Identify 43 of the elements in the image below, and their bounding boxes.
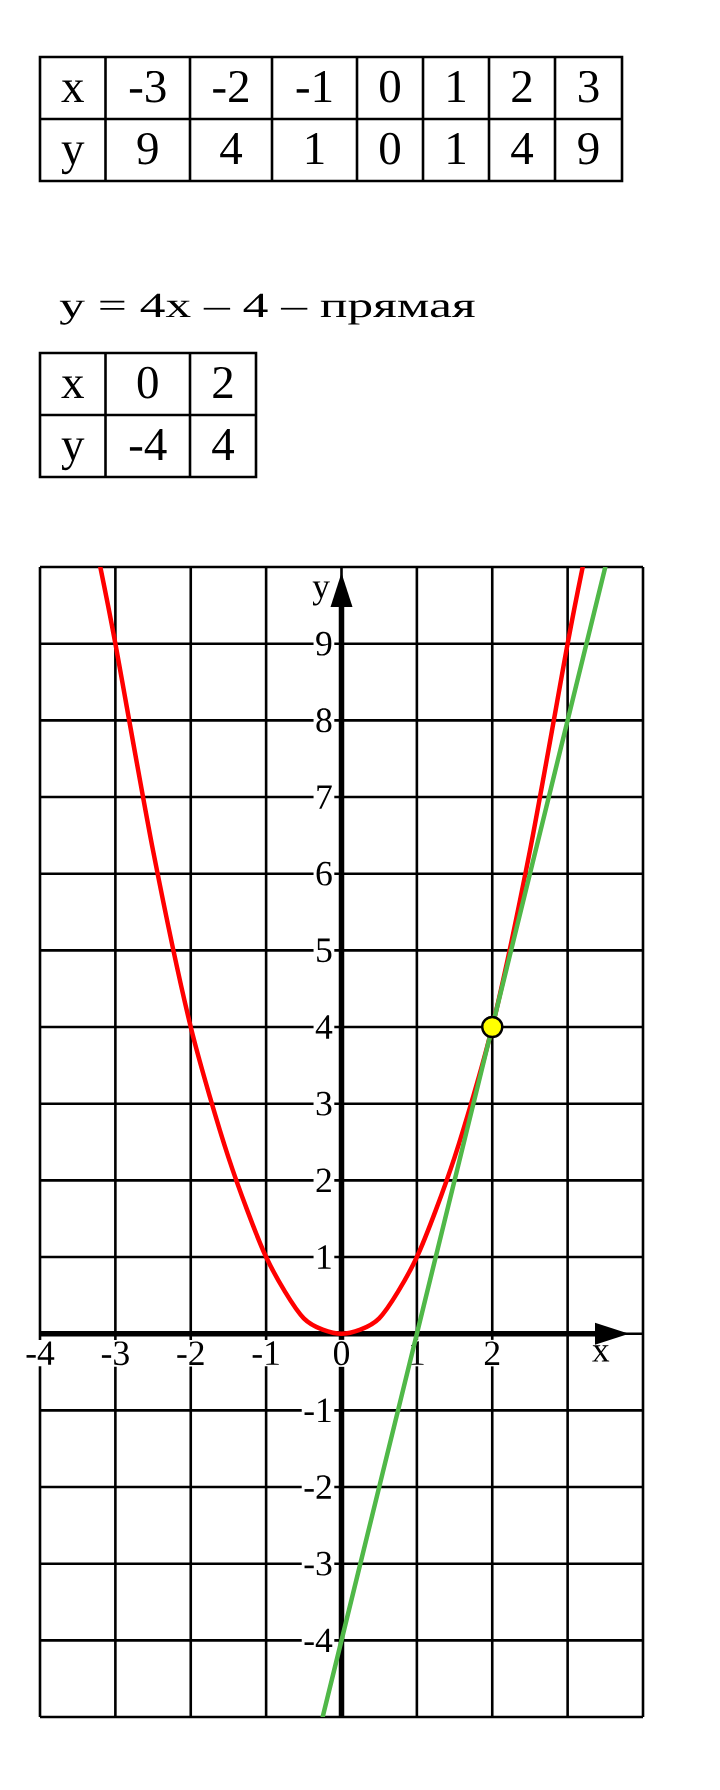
text: -2 (213, 70, 248, 102)
y-tick-label: 2 (316, 1168, 331, 1193)
y-tick-label: -4 (304, 1628, 333, 1653)
text: 4 (220, 133, 243, 164)
x-tick-label: 2 (484, 1341, 500, 1365)
text: 1 (448, 70, 465, 102)
text: 1 (448, 132, 465, 164)
text: 2 (213, 366, 233, 398)
y-tick-label: 8 (316, 708, 332, 733)
y-axis-title: y (312, 581, 330, 606)
text: -4 (129, 429, 167, 460)
text: x (61, 376, 84, 398)
text: y = 4x – 4 – прямая (59, 293, 475, 325)
y-tick-label: 9 (316, 631, 332, 656)
text: 4 (511, 133, 534, 164)
y-tick-label: -2 (304, 1475, 331, 1499)
text: x (61, 80, 84, 102)
text: y (61, 438, 85, 471)
text: y (61, 142, 85, 175)
x-axis-title: x (592, 1345, 610, 1362)
y-tick-label: 1 (318, 1245, 331, 1269)
line-series (98, 567, 585, 1336)
text: 2 (512, 70, 532, 102)
text: 9 (578, 132, 599, 165)
x-tick-label: -1 (252, 1341, 279, 1365)
text: 0 (380, 132, 400, 165)
y-tick-label: 6 (316, 861, 332, 886)
y-tick-label: -1 (304, 1398, 331, 1423)
text: -3 (129, 70, 166, 103)
x-tick-label: -3 (101, 1341, 129, 1366)
x-tick-label: 0 (333, 1341, 350, 1366)
y-tick-label: 7 (317, 785, 332, 809)
text: 4 (212, 429, 235, 460)
y-tick-label: 4 (315, 1015, 333, 1039)
text: 3 (579, 70, 599, 103)
x-tick-label: -4 (26, 1341, 55, 1365)
text: 0 (137, 366, 158, 399)
y-tick-label: -3 (304, 1551, 332, 1576)
text: 9 (137, 132, 158, 165)
y-tick-label: 5 (317, 938, 332, 963)
y-tick-label: 3 (316, 1091, 332, 1116)
x-tick-label: -2 (177, 1341, 204, 1365)
text: 0 (380, 70, 400, 103)
